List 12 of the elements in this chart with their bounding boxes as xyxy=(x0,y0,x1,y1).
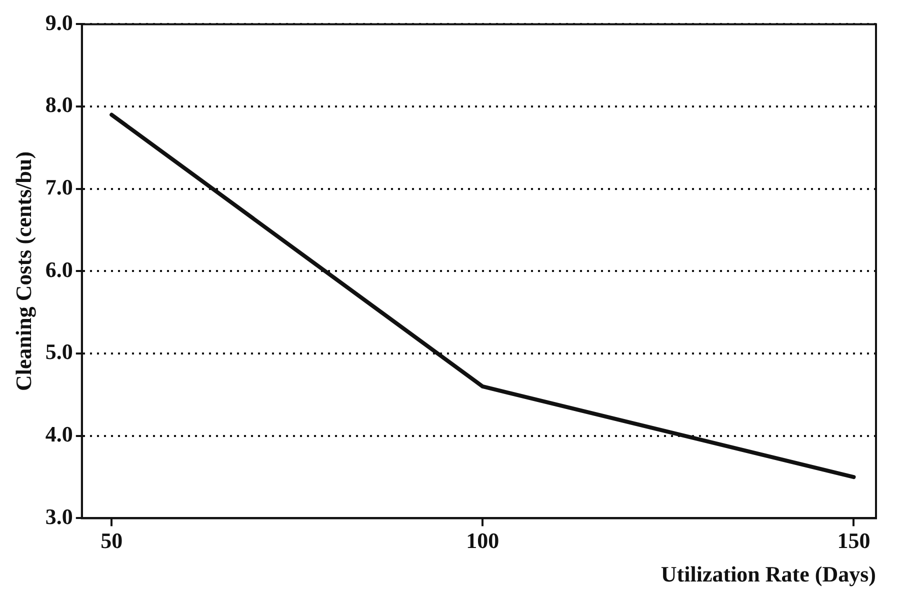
y-tick-label: 6.0 xyxy=(45,256,73,282)
y-tick-label: 3.0 xyxy=(45,504,73,529)
x-axis-title: Utilization Rate (Days) xyxy=(660,561,876,586)
x-tick-label: 100 xyxy=(466,528,500,554)
y-tick-label: 9.0 xyxy=(45,10,73,35)
y-axis-title: Cleaning Costs (cents/bu) xyxy=(10,151,36,391)
y-tick-label: 4.0 xyxy=(45,422,73,447)
y-tick-label: 7.0 xyxy=(45,174,73,200)
x-tick-label: 50 xyxy=(100,528,123,554)
x-tick-label: 150 xyxy=(837,528,870,554)
y-tick-label: 8.0 xyxy=(45,92,73,118)
y-tick-label: 5.0 xyxy=(45,339,73,364)
